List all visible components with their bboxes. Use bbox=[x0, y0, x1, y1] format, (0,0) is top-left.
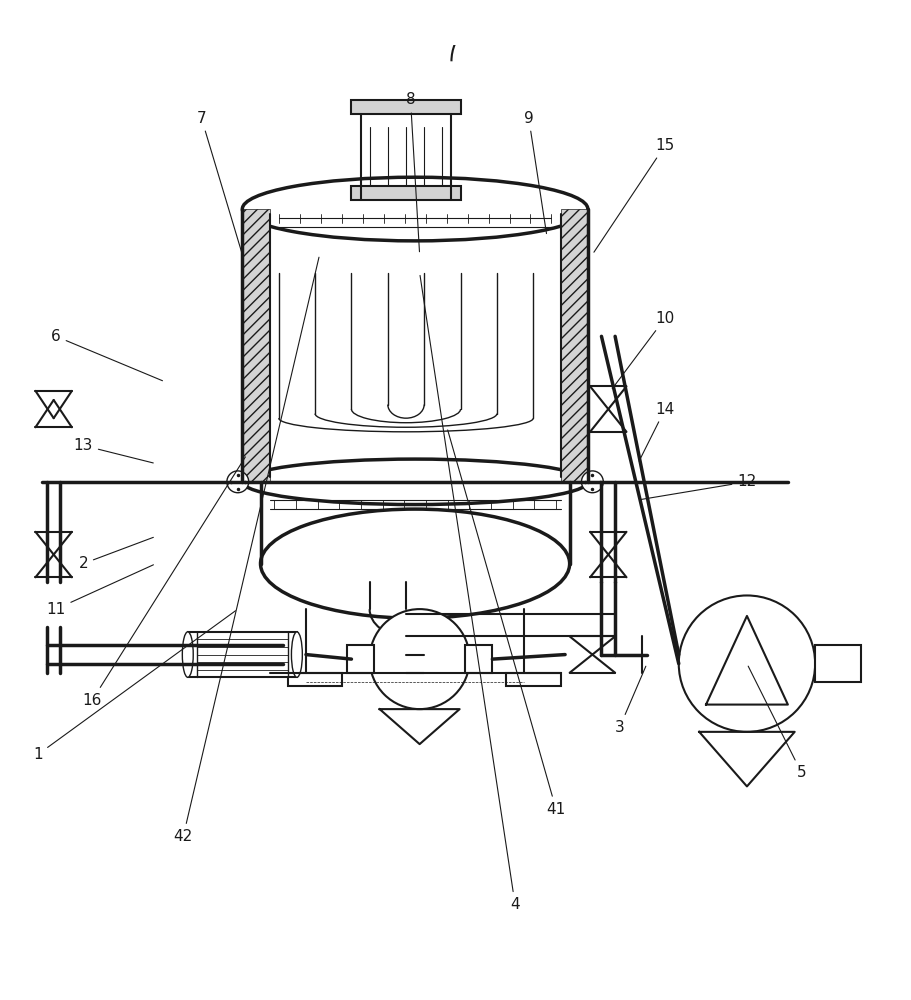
Text: 2: 2 bbox=[78, 537, 153, 571]
Bar bbox=[288, 673, 342, 686]
Ellipse shape bbox=[182, 632, 193, 677]
Bar bbox=[351, 100, 460, 114]
Circle shape bbox=[678, 595, 814, 732]
Bar bbox=[814, 645, 860, 682]
Bar bbox=[351, 186, 460, 200]
Bar bbox=[560, 209, 588, 482]
Text: 7: 7 bbox=[197, 111, 241, 252]
Circle shape bbox=[227, 471, 249, 493]
Text: 16: 16 bbox=[83, 457, 245, 708]
Text: 11: 11 bbox=[46, 565, 153, 617]
Bar bbox=[465, 645, 492, 673]
Circle shape bbox=[581, 471, 603, 493]
Bar bbox=[188, 632, 297, 677]
Text: 3: 3 bbox=[614, 666, 645, 735]
Text: 15: 15 bbox=[593, 138, 674, 252]
Text: 8: 8 bbox=[405, 92, 419, 252]
Text: 10: 10 bbox=[611, 311, 674, 389]
Ellipse shape bbox=[292, 632, 302, 677]
Text: 5: 5 bbox=[747, 666, 805, 780]
Ellipse shape bbox=[242, 459, 588, 505]
Text: 6: 6 bbox=[51, 329, 162, 381]
Ellipse shape bbox=[261, 509, 569, 618]
Text: 1: 1 bbox=[33, 611, 235, 762]
Circle shape bbox=[369, 609, 469, 709]
Text: 13: 13 bbox=[74, 438, 153, 463]
Bar bbox=[506, 673, 560, 686]
Bar bbox=[242, 209, 270, 482]
Text: 42: 42 bbox=[173, 257, 319, 844]
Ellipse shape bbox=[242, 177, 588, 241]
Text: 12: 12 bbox=[640, 474, 756, 500]
Text: 4: 4 bbox=[420, 275, 519, 912]
Text: 14: 14 bbox=[639, 402, 674, 461]
Text: 9: 9 bbox=[523, 111, 546, 234]
Text: 41: 41 bbox=[447, 430, 565, 817]
Bar bbox=[346, 645, 374, 673]
